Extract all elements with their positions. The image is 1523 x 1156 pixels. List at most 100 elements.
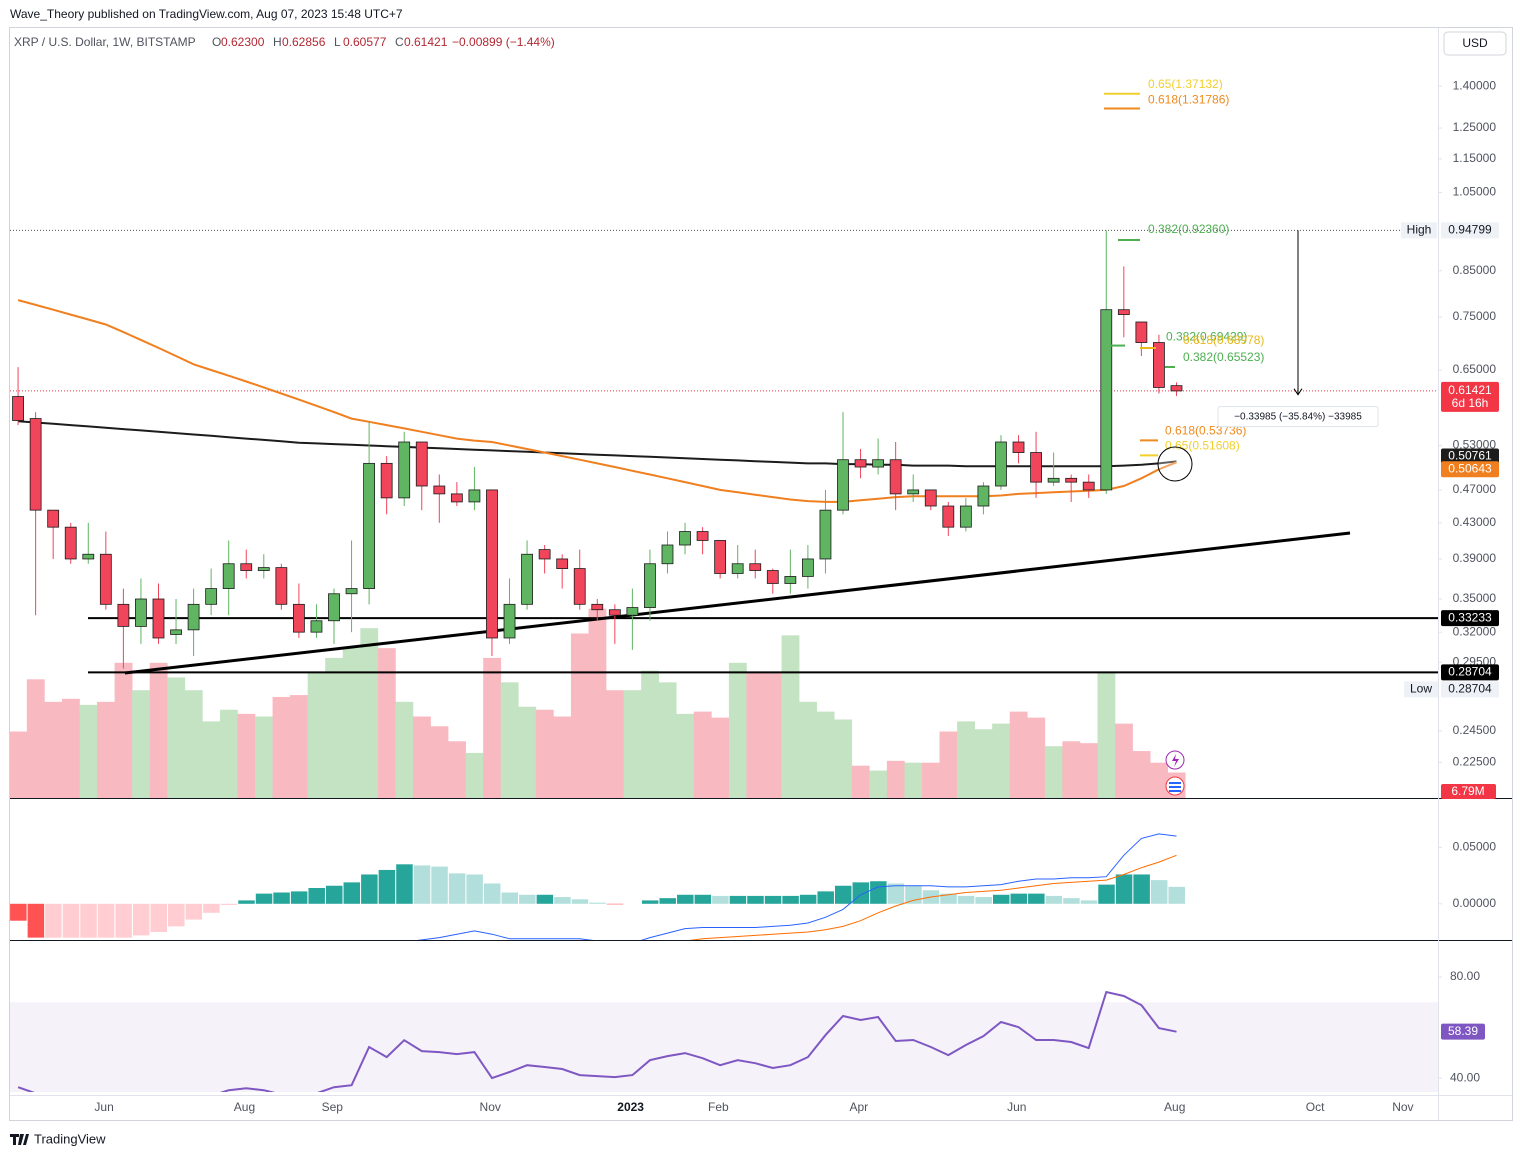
level-box: [1441, 610, 1499, 627]
macd-bar: [238, 900, 255, 904]
candle-body: [117, 603, 130, 627]
candle-body: [731, 563, 744, 574]
measure-label: −0.33985 (−35.84%) −33985: [1234, 411, 1362, 422]
ma-label-box: [1441, 448, 1499, 465]
frame: [9, 27, 1513, 1121]
candle-body: [872, 459, 885, 468]
candles: [12, 230, 1183, 669]
candle-body: [749, 563, 762, 571]
volume-bar: [641, 670, 660, 798]
x-tick-label: Nov: [1392, 1100, 1413, 1114]
macd-tick-label: 0.05000: [1453, 840, 1497, 854]
candle-body: [82, 553, 95, 560]
fib-label: 0.382(0.65523): [1183, 350, 1264, 364]
volume-bar: [97, 701, 115, 798]
x-tick-label: Feb: [708, 1100, 729, 1114]
macd-bar: [747, 895, 764, 904]
x-tick-label: Jun: [94, 1100, 113, 1114]
volume-bar: [1079, 743, 1098, 798]
macd-bar: [887, 883, 905, 904]
candle-body: [29, 418, 42, 511]
candle-body: [837, 459, 849, 511]
candle-body: [135, 598, 147, 627]
macd-bar: [519, 894, 536, 904]
volume-bar: [500, 682, 519, 798]
fib-levels: 0.65(1.37132) 0.618(1.31786) 0.382(0.92360…: [1104, 77, 1379, 457]
macd-bar: [132, 903, 150, 936]
macd-bar: [97, 903, 115, 938]
y-tick-label: 0.22500: [1453, 755, 1497, 769]
rsi-label-box: [1441, 1023, 1485, 1040]
candle-body: [380, 462, 393, 499]
candle-body: [1012, 441, 1025, 453]
candle-body: [1135, 321, 1148, 343]
candle-body: [995, 441, 1007, 487]
volume-bar: [202, 721, 221, 798]
volume-bar: [921, 762, 940, 798]
high-label: High: [1407, 223, 1432, 237]
volume-bar: [290, 695, 308, 798]
candle-body: [433, 485, 446, 495]
y-tick-label: 0.85000: [1453, 263, 1497, 277]
volume-bar: [816, 711, 835, 798]
candle-body: [959, 505, 972, 528]
candle-body: [766, 570, 779, 584]
macd-bar: [396, 864, 413, 904]
candle-body: [345, 588, 358, 595]
macd-bar: [799, 894, 817, 904]
fib-label: 0.618(0.68978): [1183, 333, 1264, 347]
volume-bar: [869, 770, 888, 798]
trendline: [124, 531, 1351, 675]
macd-tick-label: 0.00000: [1453, 896, 1497, 910]
candle-body: [468, 489, 481, 503]
volume-bar: [255, 716, 273, 798]
change: −0.00899 (−1.44%): [452, 35, 555, 49]
last-price-box: [1441, 381, 1499, 412]
candle-body: [240, 563, 253, 571]
volume-bar: [1115, 723, 1133, 798]
candle-body: [626, 607, 639, 616]
volume-bar: [483, 657, 502, 798]
volume-bar: [728, 662, 747, 798]
macd-bar: [413, 865, 431, 904]
volume-bar: [518, 706, 537, 798]
candle-body: [363, 462, 376, 589]
candle-body: [292, 603, 305, 633]
candle-body: [398, 441, 411, 499]
x-tick-label: Jun: [1007, 1100, 1026, 1114]
macd-bar: [483, 883, 501, 904]
low-label: Low: [1410, 682, 1432, 696]
currency[interactable]: USD: [1462, 36, 1488, 50]
macd-bar: [606, 903, 624, 905]
highlight-circle: [1157, 446, 1193, 482]
footer: TradingView: [10, 1131, 106, 1146]
ohlc-key: H: [273, 35, 282, 49]
rsi-pane: [10, 990, 1438, 1092]
macd-bar: [992, 894, 1010, 904]
volume-bar: [132, 690, 151, 798]
volume-bar: [61, 698, 80, 798]
y-tick-label: 1.15000: [1453, 151, 1497, 165]
volume-bar: [377, 648, 396, 798]
candle-body: [714, 540, 727, 574]
volume-bar: [799, 701, 817, 798]
axes: 1.40000 1.25000 1.15000 1.05000 0.85000 0.750…: [94, 78, 1499, 1114]
candle-body: [1030, 452, 1042, 483]
macd-bar: [343, 882, 361, 904]
volume-bar: [184, 690, 203, 798]
moving-average: [18, 420, 1177, 468]
currency-button[interactable]: [1443, 31, 1507, 56]
volume-bar: [272, 696, 291, 798]
macd-bar: [1063, 898, 1080, 904]
macd-bar: [1098, 884, 1115, 904]
volume-bar: [711, 717, 730, 798]
y-tick-label: 0.24500: [1453, 723, 1497, 737]
macd-bar: [905, 885, 922, 904]
y-tick-label: 0.65000: [1453, 362, 1497, 376]
candle-body: [257, 567, 270, 571]
volume-bar: [307, 672, 326, 798]
macd-bar: [308, 887, 325, 904]
candle-body: [819, 509, 832, 560]
volume-bar: [957, 721, 975, 798]
macd-bar: [554, 897, 571, 904]
